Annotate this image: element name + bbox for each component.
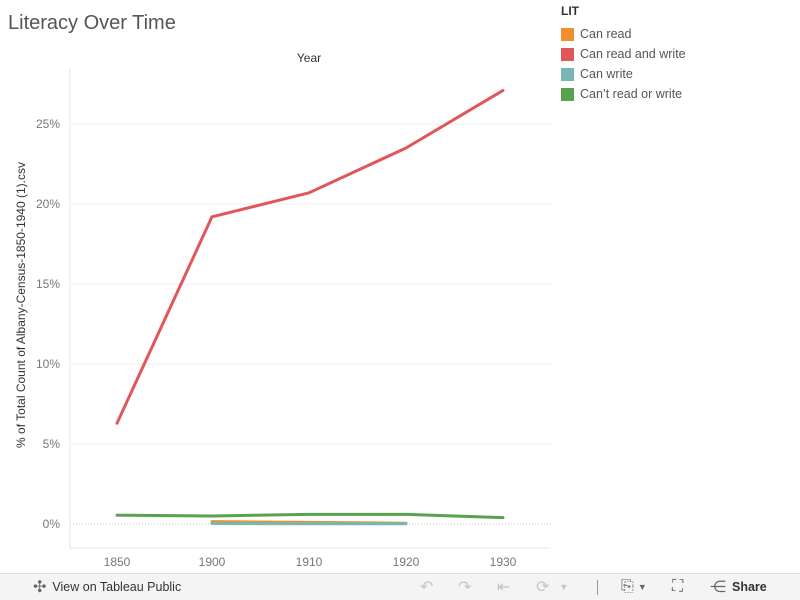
chart-title: Literacy Over Time (8, 12, 176, 34)
legend-swatch (561, 47, 574, 61)
undo-button[interactable]: ↶ (420, 574, 433, 600)
legend-swatch (561, 67, 574, 81)
y-tick-label: 5% (43, 437, 61, 451)
chevron-down-icon: ▼ (637, 582, 647, 592)
refresh-button[interactable]: ⟳ ▼ (536, 574, 568, 600)
axes: 0% 5% 10% 15% 20% 25% 1850 1900 1910 1920 1930 (36, 68, 551, 569)
fullscreen-button[interactable]: ⛶ (672, 574, 683, 600)
view-on-tableau-public-label: View on Tableau Public (52, 580, 182, 594)
legend-swatch (561, 27, 574, 41)
legend-title: LIT (561, 4, 579, 18)
legend-label: Can read (580, 27, 632, 41)
legend: LIT Can read Can read and write Can writ… (561, 4, 796, 104)
y-tick-label: 20% (36, 197, 60, 211)
y-axis-title: % of Total Count of Albany-Census-1850-1… (14, 162, 28, 448)
series-line-can-t-read-or-write (115, 512, 505, 520)
chevron-down-icon: ▼ (559, 582, 569, 592)
x-tick-label: 1850 (104, 555, 131, 569)
revert-button[interactable]: ⇤ (497, 574, 510, 600)
toolbar-divider (597, 580, 598, 595)
x-tick-label: 1900 (199, 555, 226, 569)
download-button[interactable]: ⎘ ▼ (621, 574, 647, 600)
x-tick-label: 1910 (296, 555, 323, 569)
y-tick-label: 15% (36, 277, 60, 291)
legend-item-cant-read-or-write[interactable]: Can’t read or write (561, 84, 796, 104)
tableau-logo-icon: ✣ (33, 579, 47, 596)
view-on-tableau-public-button[interactable]: ✣ View on Tableau Public (33, 574, 181, 600)
revert-icon: ⇤ (497, 579, 511, 596)
y-tick-label: 0% (43, 517, 61, 531)
fullscreen-icon: ⛶ (672, 578, 684, 595)
y-tick-label: 10% (36, 357, 60, 371)
toolbar: ✣ View on Tableau Public ↶ ↷ ⇤ ⟳ ▼ ⎘ ▼ ⛶… (0, 573, 800, 600)
share-icon: ⋲ (710, 579, 726, 596)
download-icon: ⎘ (621, 578, 634, 595)
share-button[interactable]: ⋲ Share (710, 574, 767, 600)
x-tick-label: 1930 (490, 555, 517, 569)
series-line-can-read-and-write (115, 88, 505, 425)
legend-label: Can read and write (580, 47, 686, 61)
x-axis-title: Year (297, 51, 321, 65)
share-label: Share (732, 580, 767, 594)
series-lines (115, 88, 505, 526)
legend-label: Can write (580, 67, 633, 81)
legend-swatch (561, 87, 574, 101)
legend-item-can-read-and-write[interactable]: Can read and write (561, 44, 796, 64)
line-chart[interactable]: Year % of Total Count of Albany-Census-1… (0, 0, 800, 573)
y-tick-label: 25% (36, 117, 60, 131)
refresh-icon: ⟳ (536, 579, 550, 596)
redo-icon: ↷ (458, 579, 472, 596)
legend-item-can-read[interactable]: Can read (561, 24, 796, 44)
legend-item-can-write[interactable]: Can write (561, 64, 796, 84)
legend-label: Can’t read or write (580, 87, 683, 101)
redo-button[interactable]: ↷ (458, 574, 471, 600)
x-tick-label: 1920 (393, 555, 420, 569)
grid (70, 123, 551, 525)
undo-icon: ↶ (420, 579, 434, 596)
